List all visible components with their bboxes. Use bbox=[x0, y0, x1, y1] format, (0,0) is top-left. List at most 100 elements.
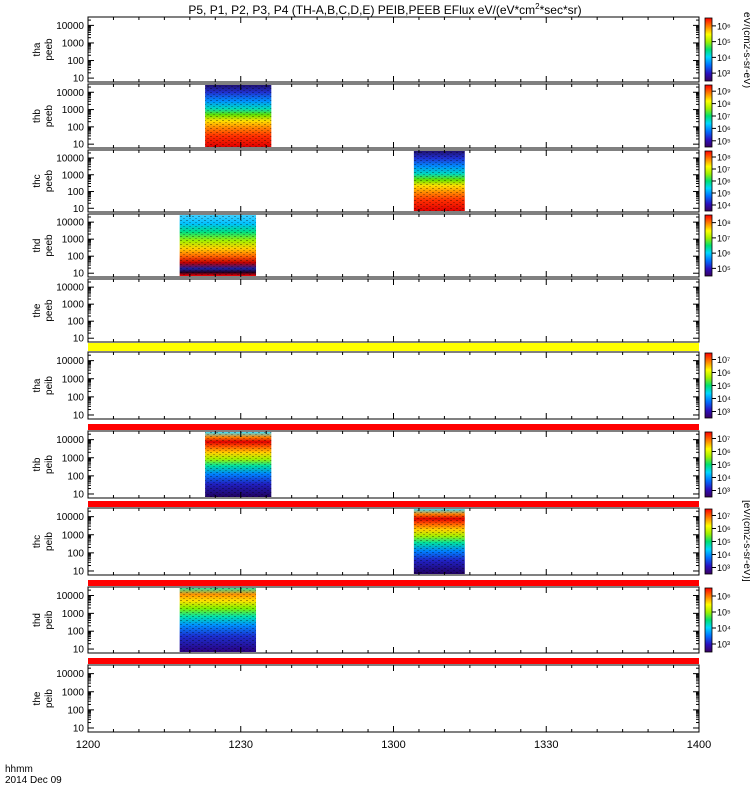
y-tick-label: 10 bbox=[73, 140, 85, 151]
colorbar bbox=[704, 17, 713, 82]
panel-thd-peib: 10 100 1000 10000 thd peib 10⁶ 10⁵ 10⁴ 10³ bbox=[32, 580, 731, 656]
colorbar-tick-label: 10⁵ bbox=[717, 381, 731, 391]
colorbar-tick-label: 10³ bbox=[717, 640, 730, 650]
colorbar-tick-label: 10⁵ bbox=[717, 136, 731, 146]
panel-probe-label: thb bbox=[32, 457, 43, 471]
colorbar-units-label-peib: [eV/(cm2-s-sr-eV)] bbox=[741, 500, 750, 582]
panel-instrument-label: peeb bbox=[44, 234, 55, 257]
colorbar-tick-label: 10⁷ bbox=[717, 434, 730, 444]
colorbar-units-label: eV/(cm2-s-sr-eV) bbox=[741, 12, 750, 88]
spectrogram-texture bbox=[205, 85, 272, 147]
colorbar-tick-label: 10⁶ bbox=[717, 124, 731, 134]
status-bar bbox=[88, 424, 699, 430]
colorbar-tick-label: 10⁷ bbox=[717, 112, 730, 122]
panel-the-peib: 10 100 1000 10000 the peib bbox=[32, 658, 700, 734]
y-tick-label: 1000 bbox=[62, 374, 85, 385]
colorbar-tick-label: 10⁶ bbox=[717, 592, 731, 602]
panel-probe-label: tha bbox=[32, 42, 43, 56]
panel-instrument-label: peib bbox=[44, 689, 55, 708]
y-tick-label: 1000 bbox=[62, 609, 85, 620]
panel-tha-peeb: 10 100 1000 10000 tha peeb 10⁶ 10⁵ 10⁴ 10³ bbox=[32, 16, 731, 85]
y-tick-label: 10000 bbox=[56, 283, 84, 294]
panel-thc-peib: 10 100 1000 10000 thc peib 10⁷ 10⁶ 10⁵ 10⁴ 10³ bbox=[32, 501, 731, 577]
y-tick-label: 10000 bbox=[56, 356, 84, 367]
panel-instrument-label: peeb bbox=[44, 38, 55, 61]
y-tick-label: 1000 bbox=[62, 300, 85, 311]
y-tick-label: 1000 bbox=[62, 453, 85, 464]
panel-the-peeb: 10 100 1000 10000 the peeb bbox=[32, 278, 700, 345]
status-bar bbox=[88, 580, 699, 586]
colorbar bbox=[704, 84, 713, 148]
panel-probe-label: tha bbox=[32, 378, 43, 392]
y-tick-label: 10 bbox=[73, 334, 85, 345]
panel-frame bbox=[87, 664, 700, 733]
y-tick-label: 100 bbox=[67, 187, 84, 198]
panel-thd-peeb: 10 100 1000 10000 thd peeb 10⁸ 10⁷ 10⁶ 10⁵ bbox=[32, 213, 731, 280]
y-tick-label: 100 bbox=[67, 548, 84, 559]
y-tick-label: 1000 bbox=[62, 170, 85, 181]
colorbar-tick-label: 10⁹ bbox=[717, 87, 731, 97]
panel-frame bbox=[87, 278, 700, 343]
y-tick-label: 10000 bbox=[56, 435, 84, 446]
spectrogram-texture bbox=[205, 432, 272, 497]
spectrogram-texture bbox=[179, 215, 257, 276]
colorbar-tick-label: 10³ bbox=[717, 407, 730, 417]
y-tick-label: 100 bbox=[67, 122, 84, 133]
colorbar-tick-label: 10⁷ bbox=[717, 355, 730, 365]
colorbar-tick-label: 10⁵ bbox=[717, 189, 731, 199]
colorbar-tick-label: 10⁴ bbox=[717, 201, 731, 211]
panel-instrument-label: peib bbox=[44, 532, 55, 551]
colorbar-tick-label: 10⁸ bbox=[717, 99, 731, 109]
y-tick-label: 100 bbox=[67, 56, 84, 67]
colorbar-tick-label: 10⁸ bbox=[717, 153, 731, 163]
colorbar-tick-label: 10⁸ bbox=[717, 218, 731, 228]
panel-frame bbox=[87, 507, 700, 576]
status-bar bbox=[88, 343, 699, 351]
colorbar-tick-label: 10⁴ bbox=[717, 550, 731, 560]
panel-instrument-label: peib bbox=[44, 455, 55, 474]
y-tick-label: 10 bbox=[73, 723, 85, 734]
y-tick-label: 10 bbox=[73, 410, 85, 421]
colorbar-tick-label: 10³ bbox=[717, 69, 730, 79]
panel-tha-peib: 10 100 1000 10000 tha peib 10⁷ 10⁶ 10⁵ 10⁴ 10³ bbox=[32, 343, 731, 421]
x-axis: 1200 1230 1300 1330 1400 bbox=[76, 17, 711, 751]
y-tick-label: 10 bbox=[73, 566, 85, 577]
x-tick-label: 1400 bbox=[687, 739, 711, 751]
x-tick-label: 1330 bbox=[534, 739, 558, 751]
panel-thb-peib: 10 100 1000 10000 thb peib 10⁷ 10⁶ 10⁵ 10⁴ 10³ bbox=[32, 424, 731, 500]
y-tick-label: 10 bbox=[73, 489, 85, 500]
x-axis-label-format: hhmm bbox=[5, 764, 33, 775]
panel-probe-label: the bbox=[32, 303, 43, 317]
y-tick-label: 10 bbox=[73, 204, 85, 215]
colorbar-tick-label: 10⁵ bbox=[717, 37, 731, 47]
colorbar bbox=[704, 431, 713, 498]
panel-instrument-label: peib bbox=[44, 376, 55, 395]
y-tick-label: 1000 bbox=[62, 38, 85, 49]
panel-frame bbox=[87, 351, 700, 420]
y-tick-label: 10000 bbox=[56, 218, 84, 229]
panel-instrument-label: peeb bbox=[44, 104, 55, 127]
colorbar bbox=[704, 150, 713, 212]
panel-thb-peeb: 10 100 1000 10000 thb peeb 10⁹ 10⁸ 10⁷ 10⁶ 10⁵ bbox=[32, 83, 731, 151]
colorbar bbox=[704, 587, 713, 653]
y-tick-label: 10000 bbox=[56, 669, 84, 680]
y-tick-label: 100 bbox=[67, 392, 84, 403]
y-tick-label: 1000 bbox=[62, 105, 85, 116]
colorbar-tick-label: 10⁴ bbox=[717, 473, 731, 483]
y-tick-label: 10 bbox=[73, 645, 85, 656]
y-tick-label: 10000 bbox=[56, 591, 84, 602]
y-tick-label: 10 bbox=[73, 269, 85, 280]
colorbar-tick-label: 10⁵ bbox=[717, 537, 731, 547]
colorbar-tick-label: 10⁵ bbox=[717, 264, 731, 274]
y-tick-label: 100 bbox=[67, 252, 84, 263]
y-tick-label: 1000 bbox=[62, 530, 85, 541]
y-tick-label: 10000 bbox=[56, 512, 84, 523]
panel-frame bbox=[87, 149, 700, 213]
spectrogram-texture bbox=[413, 509, 465, 574]
spectrogram-texture bbox=[179, 588, 257, 652]
y-tick-label: 10 bbox=[73, 74, 85, 85]
panel-probe-label: thc bbox=[32, 535, 43, 548]
colorbar-tick-label: 10⁶ bbox=[717, 177, 731, 187]
colorbar-tick-label: 10⁵ bbox=[717, 460, 731, 470]
